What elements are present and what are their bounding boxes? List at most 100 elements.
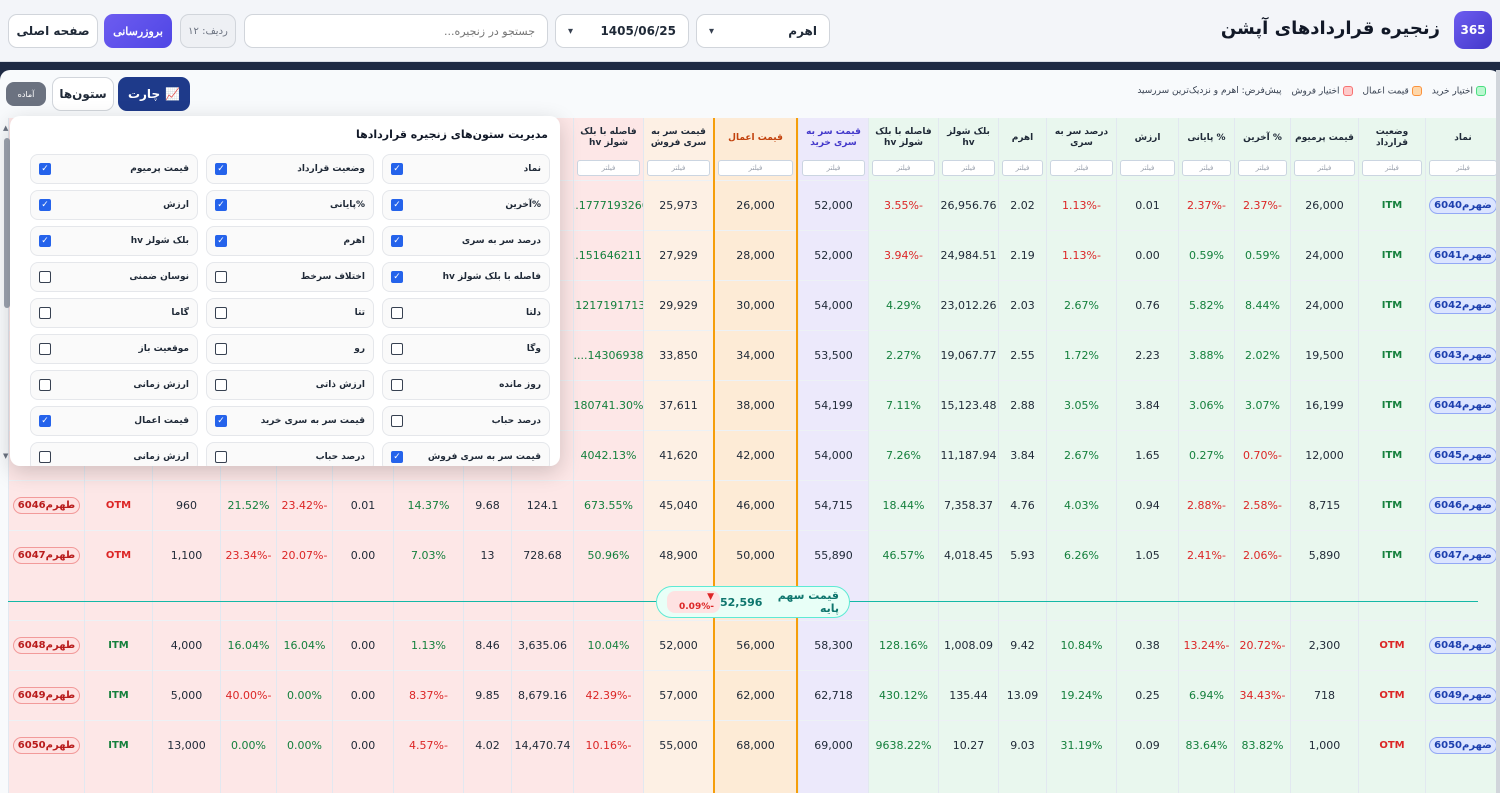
column-option[interactable]: ارزش زمانی [30,442,198,466]
column-option-checkbox[interactable]: ✓ [391,235,403,247]
column-option[interactable]: دلتا [382,298,550,328]
table-scrollbar[interactable]: ▲ ▼ [3,124,11,460]
contract-symbol[interactable]: ضهرم6044 [1429,397,1497,414]
contract-symbol[interactable]: طهرم6050 [12,737,81,754]
column-filter-input[interactable]: فیلتر [1120,160,1175,176]
column-option[interactable]: %آخرین ✓ [382,190,550,220]
column-option-checkbox[interactable]: ✓ [39,199,51,211]
columns-button[interactable]: ستون‌ها [52,77,114,111]
contract-symbol[interactable]: ضهرم6047 [1429,547,1497,564]
column-option-checkbox[interactable] [391,307,403,319]
column-option[interactable]: ارزش ذاتی [206,370,374,400]
column-header[interactable]: قیمت سر به سری خرید [806,127,861,148]
column-filter-input[interactable]: فیلتر [802,160,865,176]
column-option-checkbox[interactable]: ✓ [215,415,227,427]
column-option-checkbox[interactable] [391,415,403,427]
column-header[interactable]: قیمت سر به سری فروش [650,127,707,148]
column-option[interactable]: قیمت سر به سری فروش ✓ [382,442,550,466]
underlying-select[interactable]: اهرم ▾ [696,14,830,48]
column-header[interactable]: درصد سر به سری [1054,127,1109,148]
column-option-checkbox[interactable] [215,343,227,355]
contract-symbol[interactable]: ضهرم6043 [1429,347,1497,364]
column-header[interactable]: فاصله با بلک شولز hv [875,127,932,148]
column-option[interactable]: قیمت سر به سری خرید ✓ [206,406,374,436]
column-option-checkbox[interactable]: ✓ [391,271,403,283]
column-option-checkbox[interactable] [215,271,227,283]
scroll-down-icon[interactable]: ▼ [3,452,9,460]
column-option[interactable]: قیمت اعمال ✓ [30,406,198,436]
column-header[interactable]: % پایانی [1187,132,1226,143]
column-option[interactable]: بلک شولز hv ✓ [30,226,198,256]
contract-symbol[interactable]: ضهرم6045 [1429,447,1497,464]
column-filter-input[interactable]: فیلتر [1294,160,1355,176]
column-option-checkbox[interactable] [391,379,403,391]
column-header[interactable]: نماد [1454,132,1472,143]
column-filter-input[interactable]: فیلتر [647,160,710,176]
contract-symbol[interactable]: طهرم6049 [12,687,81,704]
page-scrollbar[interactable] [1496,70,1500,793]
column-header[interactable]: اهرم [1011,132,1034,143]
date-select[interactable]: 1405/06/25 ▾ [555,14,689,48]
column-option[interactable]: درصد حباب [206,442,374,466]
column-option[interactable]: وگا [382,334,550,364]
column-option[interactable]: نوسان ضمنی [30,262,198,292]
column-filter-input[interactable]: فیلتر [1238,160,1287,176]
column-option[interactable]: رو [206,334,374,364]
column-option[interactable]: %پایانی ✓ [206,190,374,220]
search-input[interactable] [244,14,548,48]
contract-symbol[interactable]: ضهرم6040 [1429,197,1497,214]
column-filter-input[interactable]: فیلتر [872,160,935,176]
column-option-checkbox[interactable]: ✓ [391,163,403,175]
column-option-checkbox[interactable]: ✓ [39,415,51,427]
column-option[interactable]: روز مانده [382,370,550,400]
column-option[interactable]: اختلاف سرخط [206,262,374,292]
column-header[interactable]: قیمت پرمیوم [1295,132,1354,143]
column-option-checkbox[interactable] [39,343,51,355]
column-option[interactable]: قیمت پرمیوم ✓ [30,154,198,184]
update-button[interactable]: بروزرسانی [104,14,172,48]
contract-symbol[interactable]: ضهرم6046 [1429,497,1497,514]
column-filter-input[interactable]: فیلتر [1002,160,1043,176]
column-option-checkbox[interactable]: ✓ [215,163,227,175]
column-option[interactable]: ارزش زمانی [30,370,198,400]
column-option[interactable]: اهرم ✓ [206,226,374,256]
column-option-checkbox[interactable] [39,271,51,283]
contract-symbol[interactable]: ضهرم6050 [1429,737,1497,754]
column-option-checkbox[interactable]: ✓ [391,199,403,211]
column-option-checkbox[interactable]: ✓ [215,199,227,211]
column-option[interactable]: درصد سر به سری ✓ [382,226,550,256]
column-option[interactable]: وضعیت قرارداد ✓ [206,154,374,184]
column-option[interactable]: گاما [30,298,198,328]
scroll-thumb[interactable] [4,138,10,308]
column-option[interactable]: موقعیت باز [30,334,198,364]
column-option-checkbox[interactable] [215,379,227,391]
column-filter-input[interactable]: فیلتر [718,160,793,176]
column-option-checkbox[interactable] [39,307,51,319]
scroll-up-icon[interactable]: ▲ [3,124,9,132]
column-option-checkbox[interactable]: ✓ [215,235,227,247]
contract-symbol[interactable]: ضهرم6049 [1429,687,1497,704]
column-filter-input[interactable]: فیلتر [1050,160,1113,176]
column-header[interactable]: ارزش [1134,132,1161,143]
column-filter-input[interactable]: فیلتر [1182,160,1231,176]
column-option[interactable]: ارزش ✓ [30,190,198,220]
column-option-checkbox[interactable]: ✓ [39,163,51,175]
column-option-checkbox[interactable] [39,451,51,463]
contract-symbol[interactable]: طهرم6048 [12,637,81,654]
home-button[interactable]: صفحه اصلی [8,14,98,48]
column-option-checkbox[interactable] [215,307,227,319]
contract-symbol[interactable]: ضهرم6041 [1429,247,1497,264]
contract-symbol[interactable]: ضهرم6042 [1429,297,1497,314]
column-option[interactable]: نماد ✓ [382,154,550,184]
contract-symbol[interactable]: طهرم6047 [12,547,81,564]
column-option[interactable]: درصد حباب [382,406,550,436]
column-option[interactable]: فاصله با بلک شولز hv ✓ [382,262,550,292]
column-filter-input[interactable]: فیلتر [1362,160,1422,176]
column-filter-input[interactable]: فیلتر [577,160,640,176]
column-header[interactable]: % آخرین [1243,132,1282,143]
column-option[interactable]: تتا [206,298,374,328]
contract-symbol[interactable]: ضهرم6048 [1429,637,1497,654]
column-option-checkbox[interactable] [391,343,403,355]
column-filter-input[interactable]: فیلتر [1429,160,1497,176]
contract-symbol[interactable]: طهرم6046 [12,497,81,514]
